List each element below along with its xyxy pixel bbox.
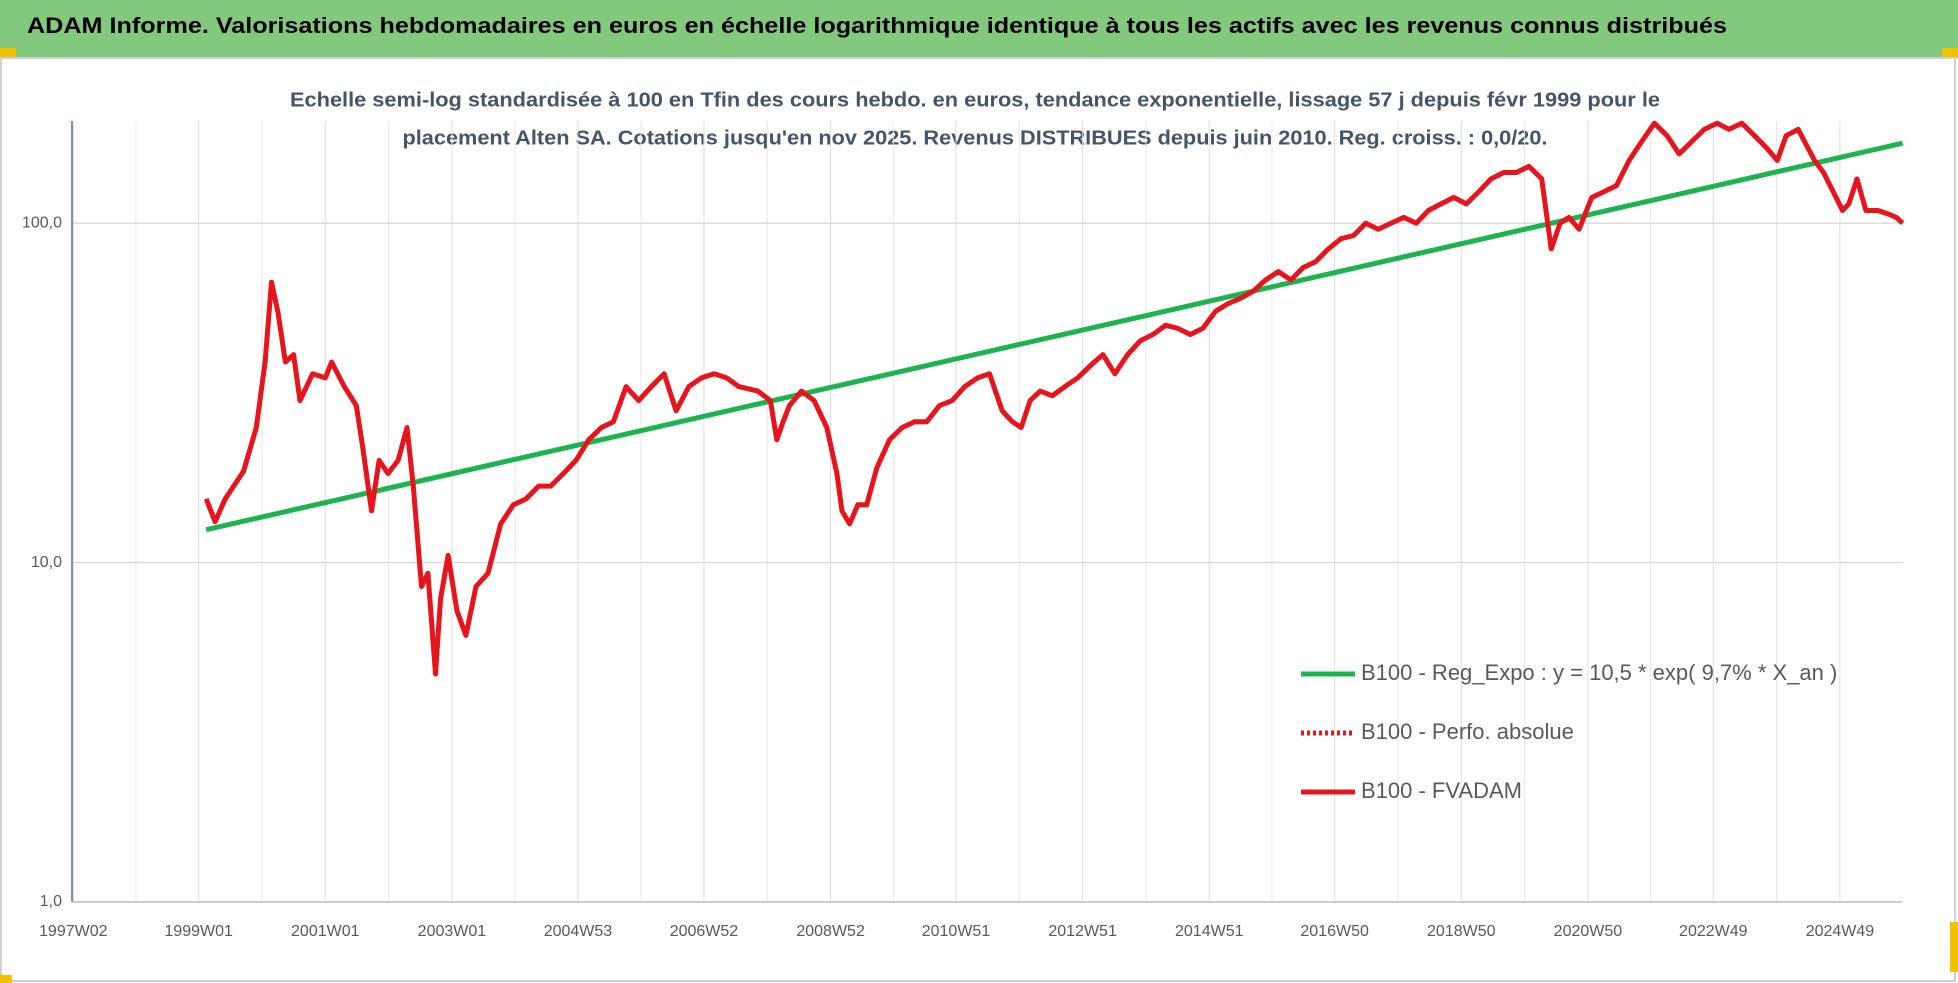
- x-tick-label: 2004W53: [544, 923, 613, 940]
- series-line: [205, 140, 1904, 533]
- x-tick-label: 2016W50: [1300, 923, 1369, 940]
- corner-mark: [0, 975, 12, 983]
- plot-area: [203, 120, 1905, 677]
- chart-title: ADAM Informe. Valorisations hebdomadaire…: [27, 13, 1727, 38]
- corner-mark: [1950, 922, 1958, 972]
- x-tick-label: 1999W01: [164, 923, 233, 940]
- x-tick-label: 2006W52: [670, 923, 739, 940]
- legend-label: B100 - FVADAM: [1361, 778, 1522, 803]
- x-tick-label: 2024W49: [1806, 923, 1875, 940]
- series-line: [203, 120, 1905, 677]
- corner-mark: [1942, 48, 1958, 58]
- y-tick-label: 1,0: [40, 893, 62, 910]
- x-tick-label: 2012W51: [1048, 923, 1117, 940]
- x-tick-label: 2008W52: [796, 923, 865, 940]
- legend-label: B100 - Reg_Expo : y = 10,5 * exp( 9,7% *…: [1361, 660, 1837, 685]
- chart-subtitle: placement Alten SA. Cotations jusqu'en n…: [403, 127, 1548, 149]
- x-tick-label: 2003W01: [418, 923, 487, 940]
- x-tick-label: 2010W51: [922, 923, 991, 940]
- x-tick-label: 1997W02: [39, 923, 108, 940]
- chart-subtitle: Echelle semi-log standardisée à 100 en T…: [290, 89, 1660, 111]
- x-tick-label: 2001W01: [291, 923, 360, 940]
- y-tick-label: 100,0: [22, 214, 62, 231]
- legend: B100 - Reg_Expo : y = 10,5 * exp( 9,7% *…: [1301, 660, 1837, 803]
- y-tick-label: 10,0: [31, 554, 62, 571]
- x-tick-label: 2020W50: [1554, 923, 1623, 940]
- title-bar: [0, 0, 1958, 57]
- x-tick-label: 2014W51: [1175, 923, 1244, 940]
- corner-mark: [0, 48, 16, 58]
- grid: 1997W02 1999W01 2001W01 2003W01 2004W53 2006W…: [22, 121, 1902, 940]
- chart-panel: [0, 57, 1956, 982]
- x-tick-label: 2022W49: [1679, 923, 1748, 940]
- x-tick-label: 2018W50: [1427, 923, 1496, 940]
- legend-label: B100 - Perfo. absolue: [1361, 719, 1574, 744]
